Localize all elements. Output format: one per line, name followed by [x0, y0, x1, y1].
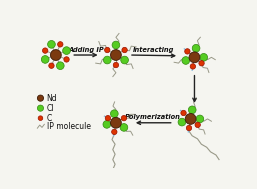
Circle shape [195, 122, 200, 128]
Circle shape [105, 115, 111, 121]
Circle shape [111, 110, 118, 118]
Text: Adding IP: Adding IP [68, 47, 104, 53]
Circle shape [38, 116, 43, 120]
Circle shape [192, 44, 200, 52]
Circle shape [200, 53, 208, 61]
Text: IP molecule: IP molecule [47, 122, 91, 131]
Circle shape [113, 62, 119, 68]
Circle shape [48, 40, 55, 48]
Circle shape [113, 172, 117, 177]
Circle shape [63, 47, 70, 54]
Circle shape [111, 50, 121, 60]
Circle shape [41, 56, 49, 63]
Circle shape [185, 49, 190, 54]
Circle shape [188, 106, 196, 114]
Text: Nd: Nd [47, 94, 57, 103]
Circle shape [189, 52, 200, 63]
Circle shape [42, 48, 48, 53]
Text: C: C [47, 114, 52, 123]
Circle shape [105, 47, 110, 53]
Circle shape [190, 64, 196, 69]
Text: Polymerization: Polymerization [125, 114, 181, 120]
Circle shape [57, 62, 64, 70]
Circle shape [50, 50, 61, 60]
Circle shape [58, 42, 63, 47]
Circle shape [122, 47, 127, 53]
Circle shape [186, 125, 192, 131]
Circle shape [182, 57, 190, 64]
Circle shape [103, 56, 111, 64]
Circle shape [181, 110, 186, 116]
Circle shape [111, 117, 121, 128]
Circle shape [112, 129, 117, 135]
Circle shape [103, 121, 111, 128]
Circle shape [112, 41, 120, 49]
Text: Interacting: Interacting [133, 47, 175, 53]
Circle shape [121, 56, 128, 64]
Circle shape [178, 118, 186, 126]
Circle shape [185, 114, 196, 124]
Circle shape [64, 57, 69, 62]
Circle shape [37, 105, 43, 111]
Circle shape [121, 115, 127, 121]
Circle shape [120, 124, 128, 131]
Circle shape [37, 95, 43, 101]
Circle shape [196, 115, 204, 123]
Text: Cl: Cl [47, 104, 54, 113]
Circle shape [199, 60, 204, 66]
Circle shape [49, 63, 54, 68]
